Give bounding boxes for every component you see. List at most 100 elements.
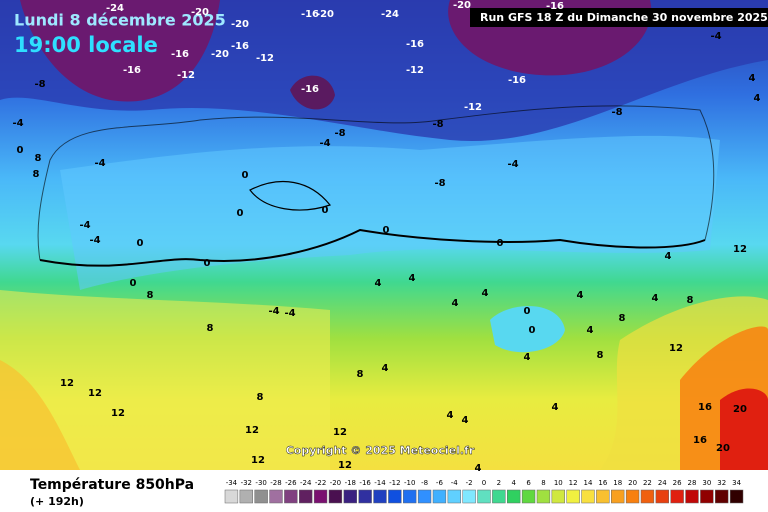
contour-label: -4	[284, 308, 295, 319]
legend-swatch	[269, 489, 283, 504]
contour-label: 8	[357, 369, 364, 380]
contour-label: -16	[508, 75, 526, 86]
contour-label: -4	[507, 159, 518, 170]
contour-label: 4	[482, 288, 489, 299]
contour-label: -16	[406, 39, 424, 50]
legend-swatch	[343, 489, 357, 504]
legend-swatch	[417, 489, 432, 504]
contour-label: 4	[382, 363, 389, 374]
legend-label: 12	[569, 479, 578, 487]
legend-label: 26	[673, 479, 682, 487]
contour-label: 20	[716, 443, 730, 454]
legend-swatch	[581, 489, 595, 504]
legend-label: 10	[554, 479, 563, 487]
legend-label: -2	[466, 479, 473, 487]
legend-label: 18	[613, 479, 622, 487]
legend-swatch	[700, 489, 714, 504]
legend-swatch	[388, 489, 402, 504]
legend-label: -18	[345, 479, 356, 487]
legend-swatch	[299, 489, 313, 504]
legend-label: 6	[526, 479, 531, 487]
contour-label: 0	[524, 306, 531, 317]
contour-label: 4	[447, 410, 454, 421]
contour-label: 4	[665, 251, 672, 262]
legend-swatch	[477, 489, 491, 504]
contour-label: -4	[12, 118, 23, 129]
legend-swatch	[640, 489, 655, 504]
legend-label: -4	[451, 479, 459, 487]
contour-label: 0	[383, 225, 390, 236]
legend-label: -8	[421, 479, 428, 487]
contour-label: 8	[687, 295, 694, 306]
legend-label: 2	[497, 479, 501, 487]
legend-swatch	[284, 489, 298, 504]
contour-label: 4	[577, 290, 584, 301]
contour-label: -4	[319, 138, 330, 149]
contour-label: 12	[733, 244, 747, 255]
contour-label: -20	[316, 9, 334, 20]
legend-label: 0	[482, 479, 486, 487]
legend-label: 20	[628, 479, 637, 487]
legend-label: 8	[541, 479, 545, 487]
contour-label: 0	[237, 208, 244, 219]
contour-label: 4	[587, 325, 594, 336]
contour-label: 16	[698, 402, 712, 413]
legend-label: -12	[389, 479, 400, 487]
legend-swatch	[521, 489, 536, 504]
contour-label: 12	[88, 388, 102, 399]
contour-label: 4	[749, 73, 756, 84]
contour-label: -16	[123, 65, 141, 76]
map-background	[0, 0, 768, 470]
legend-swatch	[492, 489, 506, 504]
contour-label: 4	[475, 463, 482, 474]
contour-label: -12	[256, 53, 274, 64]
legend-label: -32	[241, 479, 252, 487]
map-time: 19:00 locale	[14, 33, 158, 57]
contour-label: 4	[462, 415, 469, 426]
legend-swatch	[685, 489, 699, 504]
contour-label: 8	[597, 350, 604, 361]
map-date: Lundi 8 décembre 2025	[14, 11, 226, 30]
contour-label: 0	[529, 325, 536, 336]
legend-label: 32	[717, 479, 726, 487]
legend-swatch	[224, 489, 239, 504]
contour-label: -16	[231, 41, 249, 52]
legend-label: -14	[374, 479, 386, 487]
contour-label: 0	[130, 278, 137, 289]
contour-label: 4	[375, 278, 382, 289]
legend-swatch	[655, 489, 669, 504]
footer-lead: (+ 192h)	[30, 495, 84, 508]
legend: -34 -32 -30 -28 -26 -24 -22 -20 -18 -16 -14 -12 -10-…	[224, 479, 744, 504]
contour-label: 12	[669, 343, 683, 354]
contour-label: 4	[652, 293, 659, 304]
legend-swatch	[328, 489, 343, 504]
contour-label: -20	[211, 49, 229, 60]
legend-label: -30	[255, 479, 266, 487]
legend-label: 24	[658, 479, 667, 487]
contour-label: -8	[434, 178, 445, 189]
legend-label: -34	[226, 479, 238, 487]
contour-label: 4	[409, 273, 416, 284]
contour-label: 8	[147, 290, 154, 301]
legend-label: 14	[584, 479, 593, 487]
legend-swatch	[432, 489, 447, 504]
contour-label: 12	[338, 460, 352, 471]
legend-label: -6	[436, 479, 444, 487]
contour-label: 8	[257, 392, 264, 403]
contour-label: -8	[432, 119, 443, 130]
contour-label: -4	[89, 235, 100, 246]
legend-swatch	[239, 489, 253, 504]
map-labels: -24 -20-20-16-16-20 -12-16 -12-8-4-4-4-4088…	[12, 0, 760, 474]
contour-label: 0	[497, 238, 504, 249]
legend-swatch	[254, 489, 268, 504]
legend-label: -24	[300, 479, 312, 487]
contour-label: -12	[464, 102, 482, 113]
legend-swatch	[507, 489, 521, 504]
legend-label: -16	[359, 479, 371, 487]
contour-label: 0	[17, 145, 24, 156]
contour-label: 0	[204, 258, 211, 269]
footer-title: Température 850hPa	[30, 477, 194, 493]
legend-swatch	[447, 489, 461, 504]
contour-label: -4	[79, 220, 90, 231]
